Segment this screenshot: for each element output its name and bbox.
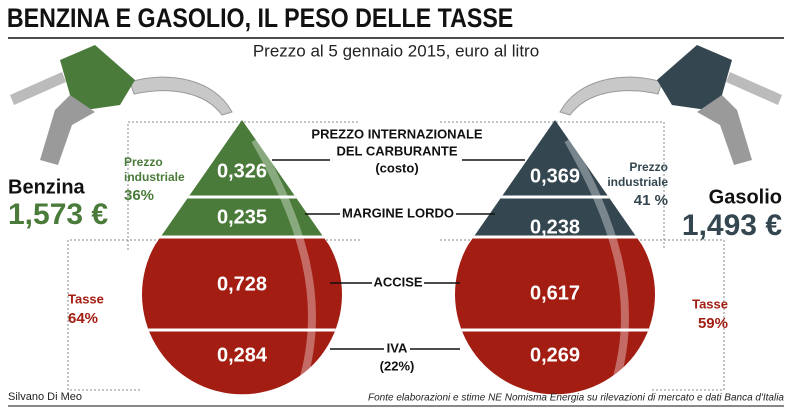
value: 0,617: [530, 282, 580, 304]
fuel-name: Benzina: [8, 176, 86, 198]
industrial-label: industriale: [124, 170, 185, 184]
bracket: [440, 121, 665, 250]
industrial-pct: 36%: [124, 187, 154, 204]
label: PREZZO INTERNAZIONALE: [311, 126, 482, 141]
value: 0,326: [217, 160, 267, 182]
value: 0,284: [217, 344, 268, 366]
label: IVA: [387, 340, 408, 355]
price: 1,493 €: [682, 209, 782, 242]
tax-pct: 59%: [698, 315, 728, 332]
pump-right: [559, 45, 782, 165]
label: MARGINE LORDO: [342, 205, 454, 220]
pump-left: [10, 45, 233, 165]
value: 0,728: [217, 273, 267, 295]
tax-label: Tasse: [68, 291, 104, 306]
label: (costo): [375, 160, 418, 175]
source: Fonte elaborazioni e stime NE Nomisma En…: [368, 393, 784, 404]
price: 1,573 €: [8, 198, 108, 231]
value: 0,235: [217, 206, 267, 228]
label: ACCISE: [373, 274, 422, 289]
connectors: [272, 159, 525, 350]
industrial-label: industriale: [607, 175, 668, 189]
industrial-label: Prezzo: [629, 160, 668, 174]
tax-label: Tasse: [692, 296, 728, 311]
industrial-label: Prezzo: [124, 155, 163, 169]
value: 0,238: [530, 216, 580, 238]
industrial-pct: 41 %: [634, 192, 668, 209]
fuel-name: Gasolio: [709, 186, 782, 208]
label: (22%): [380, 358, 415, 373]
tax-pct: 64%: [68, 310, 98, 327]
subtitle: Prezzo al 5 gennaio 2015, euro al litro: [253, 41, 539, 60]
label: DEL CARBURANTE: [336, 143, 457, 158]
author: Silvano Di Meo: [8, 391, 82, 403]
bracket: [127, 121, 360, 250]
value: 0,369: [530, 165, 580, 187]
value: 0,269: [530, 344, 580, 366]
title: BENZINA E GASOLIO, IL PESO DELLE TASSE: [7, 4, 513, 34]
